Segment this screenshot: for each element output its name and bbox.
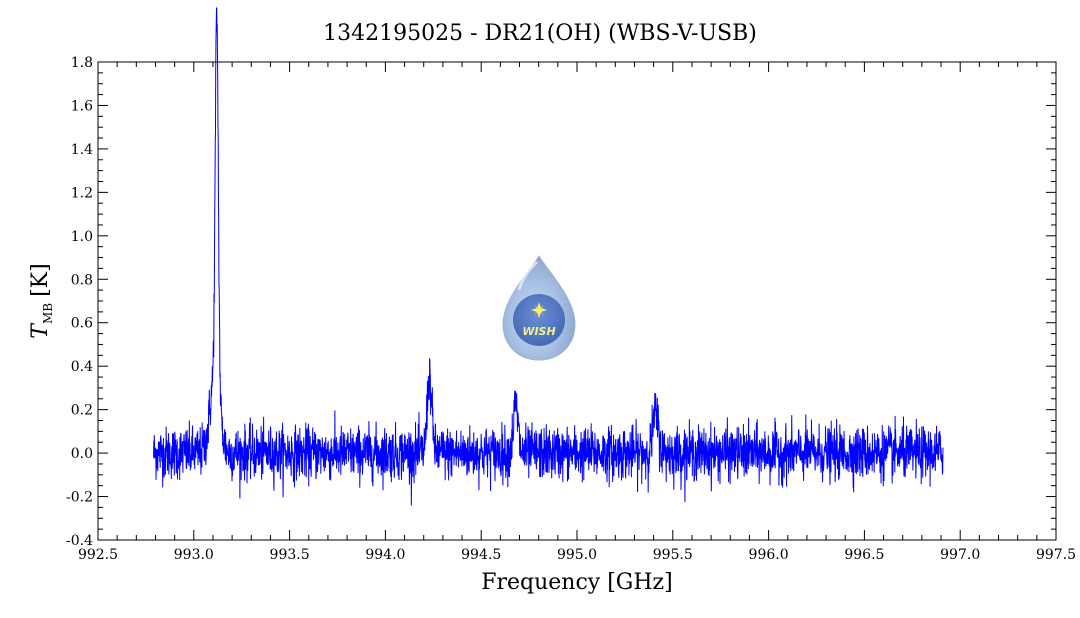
chart-title: 1342195025 - DR21(OH) (WBS-V-USB) <box>323 21 757 46</box>
y-tick-label: 1.4 <box>71 142 93 158</box>
y-tick-label: 1.6 <box>71 98 93 114</box>
x-axis-ticks: 992.5 993.0 993.5 994.0 994.5 995.0 995.5 996.0… <box>78 62 1076 563</box>
y-tick-label: -0.4 <box>66 533 93 549</box>
y-axis-label-unit: [K] <box>28 263 53 297</box>
star-icon <box>531 302 547 318</box>
x-tick-label: 994.5 <box>461 547 501 563</box>
x-tick-label: 993.0 <box>174 547 214 563</box>
y-tick-label: 0.8 <box>71 272 93 288</box>
logo-label: WISH <box>522 325 555 338</box>
x-tick-label: 992.5 <box>78 547 118 563</box>
y-axis-label-main: T <box>28 322 53 339</box>
y-tick-label: 0.4 <box>71 359 93 375</box>
y-tick-label: 0.0 <box>71 446 93 462</box>
x-tick-label: 997.5 <box>1036 547 1076 563</box>
y-tick-label: 0.6 <box>71 316 93 332</box>
spectrum-series-line <box>153 7 944 506</box>
y-axis-label: TMB [K] <box>28 263 55 338</box>
y-axis-ticks: -0.4 -0.2 0.0 0.2 0.4 0.6 0.8 1.0 1.2 1.4 1.6 1.8 <box>66 55 1056 549</box>
y-tick-label: -0.2 <box>66 490 93 506</box>
y-tick-label: 1.8 <box>71 55 93 71</box>
x-tick-label: 995.5 <box>653 547 693 563</box>
y-tick-label: 0.2 <box>71 403 93 419</box>
x-tick-label: 996.5 <box>844 547 884 563</box>
x-tick-label: 994.0 <box>365 547 405 563</box>
y-tick-label: 1.0 <box>71 229 93 245</box>
svg-text:TMB[K]: TMB [K] <box>28 263 55 338</box>
x-axis-label: Frequency [GHz] <box>481 570 673 595</box>
y-tick-label: 1.2 <box>71 185 93 201</box>
y-axis-label-sub: MB <box>41 303 55 324</box>
x-tick-label: 993.5 <box>270 547 310 563</box>
x-tick-label: 996.0 <box>749 547 789 563</box>
wish-logo: WISH <box>502 254 576 361</box>
x-tick-label: 997.0 <box>940 547 980 563</box>
x-tick-label: 995.0 <box>557 547 597 563</box>
